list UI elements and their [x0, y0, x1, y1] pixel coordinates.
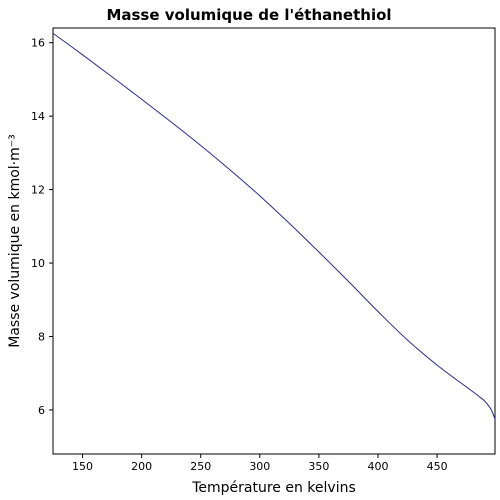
- plot-area: [52, 27, 496, 455]
- y-tick-label: 14: [31, 110, 45, 123]
- chart-title: Masse volumique de l'éthanethiol: [106, 6, 391, 24]
- x-tick-label: 400: [368, 460, 389, 473]
- x-tick-label: 450: [427, 460, 448, 473]
- y-tick-label: 10: [31, 257, 45, 270]
- y-axis-label: Masse volumique en kmol·m⁻³: [7, 134, 23, 348]
- x-tick-label: 250: [190, 460, 211, 473]
- x-tick-label: 300: [249, 460, 270, 473]
- x-tick-label: 150: [72, 460, 93, 473]
- x-tick-label: 350: [308, 460, 329, 473]
- density-line: [53, 33, 496, 420]
- y-tick-label: 12: [31, 184, 45, 197]
- x-axis: 150 200 250 300 350 400 450: [72, 454, 448, 473]
- x-tick-label: 200: [131, 460, 152, 473]
- y-tick-label: 6: [38, 404, 45, 417]
- x-axis-label: Température en kelvins: [191, 480, 356, 496]
- y-tick-label: 16: [31, 37, 45, 50]
- y-tick-label: 8: [38, 330, 45, 343]
- y-axis: 6 8 10 12 14 16: [31, 37, 53, 417]
